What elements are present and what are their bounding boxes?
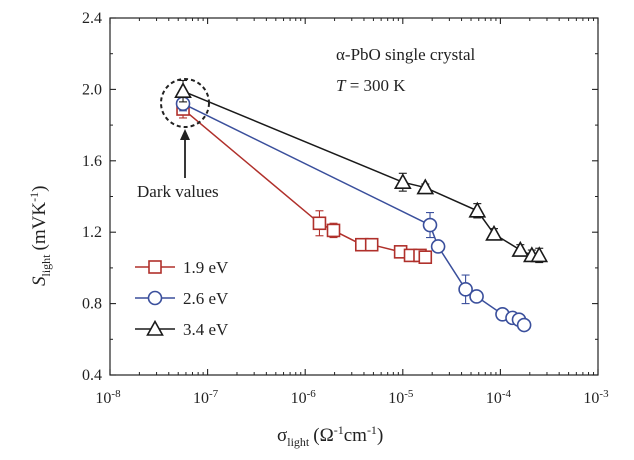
x-tick-base: 10 xyxy=(193,390,209,407)
x-axis-title: σlight (Ω-1cm-1) xyxy=(277,423,383,449)
x-tick-base: 10 xyxy=(583,390,599,407)
unit-exponent: -1 xyxy=(27,192,41,202)
y-tick-label: 0.8 xyxy=(82,296,102,313)
x-tick-label: 10-7 xyxy=(193,388,219,407)
unit-text: ) xyxy=(377,425,383,446)
data-point xyxy=(430,239,446,254)
data-point xyxy=(468,201,487,218)
x-axis-unit: (Ω-1cm-1) xyxy=(313,423,383,446)
unit-text: ) xyxy=(29,186,50,192)
x-tick-base: 10 xyxy=(95,390,111,407)
dark-values-circle xyxy=(160,78,210,128)
y-axis-subscript: light xyxy=(39,254,53,277)
data-point xyxy=(364,237,379,252)
unit-exponent: -1 xyxy=(367,423,377,437)
data-point xyxy=(174,82,192,98)
x-tick-label: 10-4 xyxy=(486,388,512,407)
data-point xyxy=(469,289,484,304)
unit-text: (mVK xyxy=(29,202,50,251)
legend-label: 1.9 eV xyxy=(183,258,229,277)
data-point xyxy=(393,173,412,190)
x-tick-exponent: -7 xyxy=(209,388,219,400)
legend-label: 3.4 eV xyxy=(183,320,229,339)
data-point xyxy=(312,216,327,231)
y-axis-unit: (mVK-1) xyxy=(27,186,50,251)
data-point xyxy=(485,224,503,241)
data-point xyxy=(530,246,549,263)
x-tick-label: 10-8 xyxy=(95,388,121,407)
dark-values-arrowhead xyxy=(180,129,190,140)
x-tick-base: 10 xyxy=(291,390,307,407)
series-line xyxy=(182,90,540,257)
dark-values-label: Dark values xyxy=(137,182,219,201)
legend-item: 2.6 eV xyxy=(135,289,229,308)
data-point xyxy=(516,317,532,333)
temperature-value: = 300 K xyxy=(345,76,406,95)
x-tick-exponent: -6 xyxy=(307,388,317,400)
y-axis-title: Slight (mVK-1) xyxy=(27,186,53,286)
x-axis-symbol: σ xyxy=(277,425,287,446)
x-tick-base: 10 xyxy=(486,390,502,407)
legend-label: 2.6 eV xyxy=(183,289,229,308)
x-tick-base: 10 xyxy=(388,390,404,407)
series-triangle xyxy=(174,79,549,264)
unit-exponent: -1 xyxy=(334,423,344,437)
y-tick-label: 1.6 xyxy=(82,153,102,170)
x-tick-exponent: -3 xyxy=(599,388,609,400)
legend-item: 1.9 eV xyxy=(135,258,229,277)
x-tick-label: 10-3 xyxy=(583,388,609,407)
axis-ticks xyxy=(109,17,599,376)
temperature-symbol: T xyxy=(336,76,347,95)
legend-marker xyxy=(147,290,163,306)
temperature-label: T = 300 K xyxy=(336,76,406,95)
y-axis-symbol: S xyxy=(29,276,50,286)
unit-text: (Ω xyxy=(313,425,333,446)
data-point xyxy=(416,178,435,195)
data-point xyxy=(458,282,473,297)
x-tick-label: 10-5 xyxy=(388,388,414,407)
data-point xyxy=(422,217,438,233)
unit-text: cm xyxy=(344,425,367,446)
series-circle xyxy=(175,95,532,333)
x-tick-exponent: -4 xyxy=(502,388,512,400)
legend-marker xyxy=(146,319,164,336)
y-tick-label: 2.4 xyxy=(82,10,102,27)
sample-label: α-PbO single crystal xyxy=(336,45,475,64)
x-tick-label: 10-6 xyxy=(291,388,317,407)
legend-marker xyxy=(148,260,162,274)
data-series xyxy=(174,79,549,333)
y-tick-label: 2.0 xyxy=(82,81,102,98)
data-point xyxy=(511,240,530,257)
data-point xyxy=(418,250,433,264)
x-tick-exponent: -8 xyxy=(111,388,121,400)
y-tick-label: 1.2 xyxy=(82,224,102,241)
legend: 1.9 eV 2.6 eV 3.4 eV xyxy=(135,258,229,339)
tick-labels: 10-8 10-7 10-6 10-5 10-4 10-30.40.81.21.62.02… xyxy=(82,10,609,407)
x-tick-exponent: -5 xyxy=(404,388,414,400)
series-line xyxy=(182,108,426,258)
legend-item: 3.4 eV xyxy=(135,319,229,339)
data-point xyxy=(326,223,341,238)
x-axis-subscript: light xyxy=(287,435,310,449)
y-tick-label: 0.4 xyxy=(82,367,102,384)
